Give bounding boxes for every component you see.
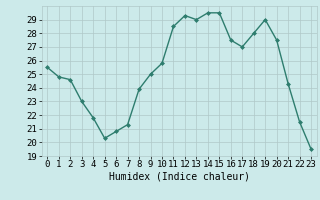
X-axis label: Humidex (Indice chaleur): Humidex (Indice chaleur) <box>109 172 250 182</box>
